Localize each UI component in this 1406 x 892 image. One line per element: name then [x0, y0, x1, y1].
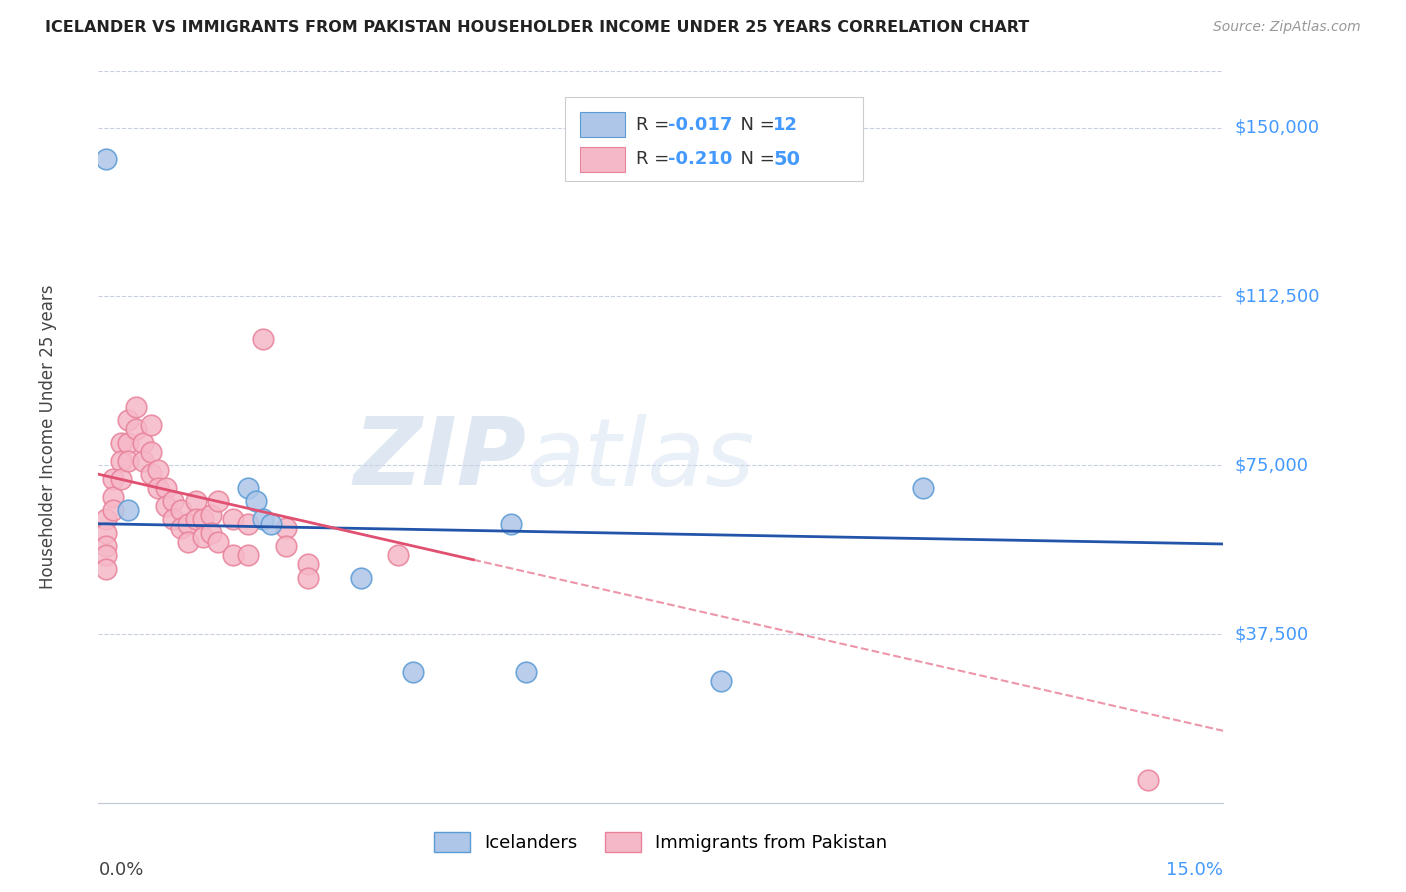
- Point: [132, 453, 155, 467]
- Point: [94, 152, 117, 166]
- Point: [117, 503, 139, 517]
- Text: 15.0%: 15.0%: [1166, 862, 1223, 880]
- Point: [297, 571, 319, 585]
- Point: [94, 548, 117, 562]
- Text: Householder Income Under 25 years: Householder Income Under 25 years: [39, 285, 56, 590]
- Point: [155, 499, 177, 513]
- Point: [110, 435, 132, 450]
- Text: R =: R =: [636, 116, 675, 134]
- Text: -0.017: -0.017: [668, 116, 733, 134]
- Point: [200, 525, 222, 540]
- Point: [274, 521, 297, 535]
- Point: [125, 422, 148, 436]
- Point: [103, 490, 125, 504]
- Point: [499, 516, 522, 531]
- Point: [132, 435, 155, 450]
- Point: [193, 530, 215, 544]
- Text: $112,500: $112,500: [1234, 287, 1320, 305]
- Point: [184, 494, 207, 508]
- Point: [260, 516, 283, 531]
- Text: $37,500: $37,500: [1234, 625, 1309, 643]
- Text: $75,000: $75,000: [1234, 456, 1309, 475]
- Point: [110, 453, 132, 467]
- Point: [200, 508, 222, 522]
- Text: Source: ZipAtlas.com: Source: ZipAtlas.com: [1213, 20, 1361, 34]
- Point: [110, 472, 132, 486]
- Point: [912, 481, 935, 495]
- Point: [148, 463, 170, 477]
- Point: [94, 539, 117, 553]
- Text: N =: N =: [730, 150, 780, 168]
- Text: 12: 12: [773, 116, 799, 134]
- Point: [170, 521, 193, 535]
- Point: [94, 512, 117, 526]
- Text: R =: R =: [636, 150, 675, 168]
- Point: [139, 444, 162, 458]
- Point: [139, 467, 162, 482]
- Point: [710, 674, 733, 689]
- Point: [297, 558, 319, 572]
- Point: [238, 516, 260, 531]
- Point: [252, 512, 274, 526]
- FancyBboxPatch shape: [579, 112, 624, 137]
- Text: 50: 50: [773, 150, 800, 169]
- Text: atlas: atlas: [526, 414, 754, 505]
- Text: ICELANDER VS IMMIGRANTS FROM PAKISTAN HOUSEHOLDER INCOME UNDER 25 YEARS CORRELAT: ICELANDER VS IMMIGRANTS FROM PAKISTAN HO…: [45, 20, 1029, 35]
- Text: N =: N =: [730, 116, 780, 134]
- Point: [1137, 773, 1160, 788]
- Point: [117, 453, 139, 467]
- Point: [117, 413, 139, 427]
- Point: [222, 548, 245, 562]
- Text: ZIP: ZIP: [353, 413, 526, 505]
- Point: [515, 665, 537, 680]
- Point: [184, 512, 207, 526]
- FancyBboxPatch shape: [579, 146, 624, 171]
- Point: [207, 534, 229, 549]
- Point: [170, 503, 193, 517]
- Point: [155, 481, 177, 495]
- Text: 0.0%: 0.0%: [98, 862, 143, 880]
- Text: -0.210: -0.210: [668, 150, 733, 168]
- Text: $150,000: $150,000: [1234, 119, 1319, 136]
- Point: [162, 494, 184, 508]
- Legend: Icelanders, Immigrants from Pakistan: Icelanders, Immigrants from Pakistan: [427, 824, 894, 860]
- Point: [274, 539, 297, 553]
- Point: [177, 534, 200, 549]
- Point: [222, 512, 245, 526]
- Point: [238, 548, 260, 562]
- Point: [117, 435, 139, 450]
- Point: [94, 562, 117, 576]
- Point: [402, 665, 425, 680]
- Point: [177, 516, 200, 531]
- Point: [245, 494, 267, 508]
- Point: [148, 481, 170, 495]
- FancyBboxPatch shape: [565, 97, 863, 181]
- Point: [238, 481, 260, 495]
- Point: [103, 472, 125, 486]
- Point: [162, 512, 184, 526]
- Point: [125, 400, 148, 414]
- Point: [207, 494, 229, 508]
- Point: [193, 512, 215, 526]
- Point: [103, 503, 125, 517]
- Point: [350, 571, 373, 585]
- Point: [252, 332, 274, 346]
- Point: [387, 548, 409, 562]
- Point: [139, 417, 162, 432]
- Point: [94, 525, 117, 540]
